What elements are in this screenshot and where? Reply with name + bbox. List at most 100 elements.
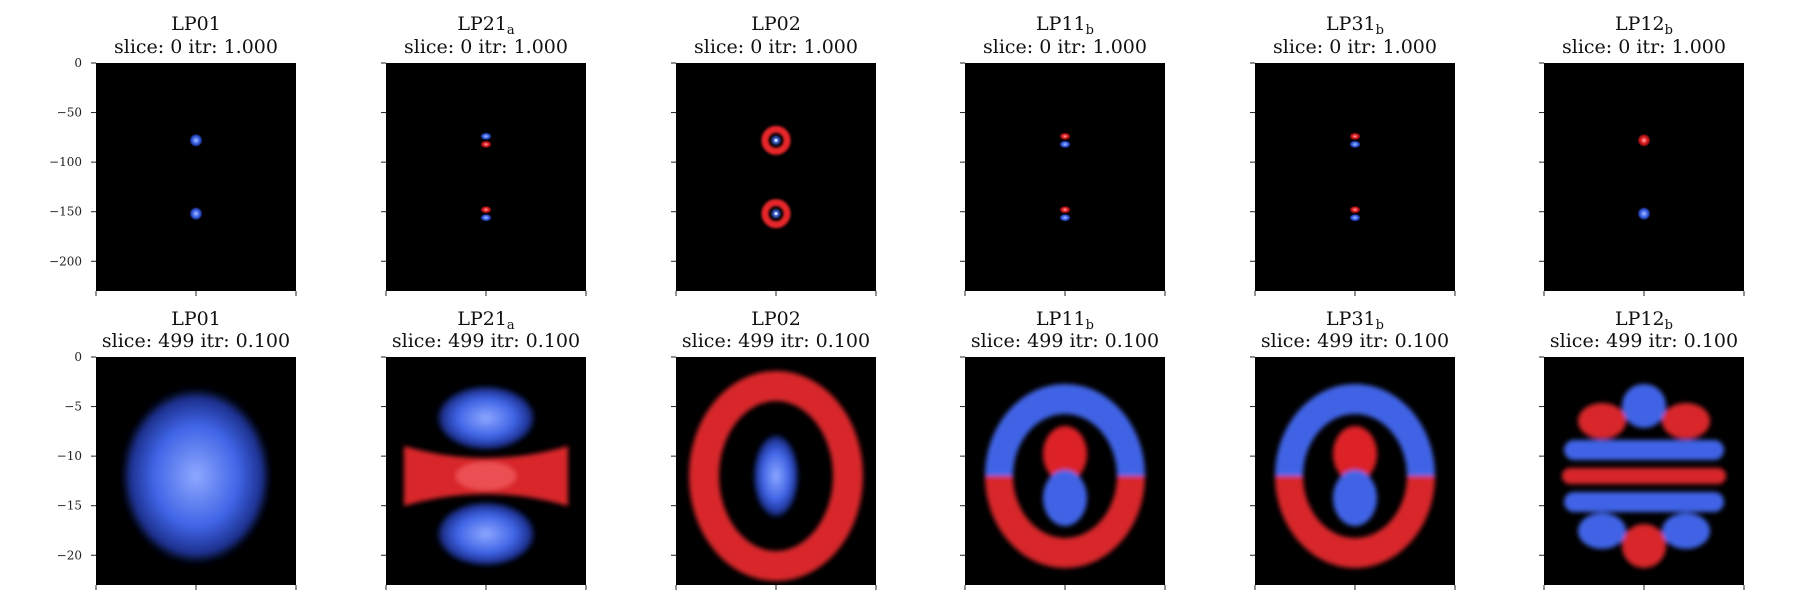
mode-lobe-bottom (1349, 140, 1361, 149)
heatmap-background (676, 63, 876, 291)
mode-lobe-top (480, 205, 492, 214)
panel-title-main: LP31 (1326, 13, 1376, 35)
panel-title-main: LP12 (1615, 308, 1665, 330)
y-tick-label: −100 (49, 155, 82, 169)
y-tick-label: −15 (57, 499, 82, 513)
heatmap-field (1275, 383, 1435, 568)
panel-title-main: LP02 (751, 308, 801, 330)
panel-subtitle: slice: 499 itr: 0.100 (1261, 330, 1449, 352)
panel-title: LP01 (171, 13, 221, 35)
panel-title-subscript: b (1086, 318, 1094, 333)
heatmap-field (761, 125, 791, 229)
heatmap-field (985, 383, 1145, 568)
mode-arc-top (985, 383, 1145, 476)
mode-field (118, 383, 274, 568)
heatmap-background (965, 63, 1165, 291)
panel-title: LP01 (171, 308, 221, 330)
mode-field (1275, 383, 1435, 568)
y-tick-label: −5 (64, 400, 82, 414)
mode-upper-half (985, 383, 1145, 482)
heatmap-field (1637, 133, 1651, 221)
panel-title: LP31b (1326, 308, 1384, 333)
mode-spot (1637, 133, 1651, 148)
heatmap-field (189, 133, 203, 221)
mode-lobe-bottom (1349, 213, 1361, 222)
y-tick-label: 0 (74, 56, 82, 70)
mode-lobe-top (1059, 205, 1071, 214)
y-tick-label: −10 (57, 449, 82, 463)
mode-lobe (1622, 383, 1666, 428)
mode-lobe (1662, 402, 1710, 439)
mode-upper-half (1275, 383, 1435, 482)
mode-field (404, 383, 568, 568)
y-tick-label: 0 (74, 350, 82, 364)
panel-title: LP12b (1615, 308, 1673, 333)
panel-title-main: LP01 (171, 13, 221, 35)
mode-lobe-top (480, 132, 492, 141)
mode-ring (761, 125, 791, 155)
panel-title-main: LP11 (1036, 308, 1086, 330)
panel-subtitle: slice: 499 itr: 0.100 (102, 330, 290, 352)
mode-lobe-center-highlight (456, 461, 516, 490)
mode-lobe-inner-bottom (1043, 469, 1087, 526)
mode-field (985, 383, 1145, 568)
y-tick-label: −200 (49, 254, 82, 268)
heatmap-background (1544, 63, 1744, 291)
panel-subtitle: slice: 0 itr: 1.000 (1273, 36, 1437, 58)
mode-lobe-top (1349, 205, 1361, 214)
panel-title-subscript: b (1376, 318, 1384, 333)
panel-subtitle: slice: 499 itr: 0.100 (682, 330, 870, 352)
panel-subtitle: slice: 0 itr: 1.000 (1562, 36, 1726, 58)
mode-spot (189, 133, 203, 148)
panel-title-main: LP21 (457, 308, 507, 330)
panel-subtitle: slice: 499 itr: 0.100 (1550, 330, 1738, 352)
mode-core (752, 431, 800, 520)
mode-ring (761, 199, 791, 229)
mode-band (1564, 491, 1724, 512)
panel-title-main: LP02 (751, 13, 801, 35)
mode-core-highlight (774, 212, 778, 216)
panel-title: LP02 (751, 13, 801, 35)
mode-ring (689, 370, 863, 581)
panel-subtitle: slice: 0 itr: 1.000 (983, 36, 1147, 58)
mode-arc-bottom (985, 475, 1145, 568)
panel-title-main: LP12 (1615, 13, 1665, 35)
mode-lobe-bottom (480, 140, 492, 149)
mode-field (1562, 383, 1726, 568)
panel-subtitle: slice: 0 itr: 1.000 (114, 36, 278, 58)
heatmap-field (118, 383, 274, 568)
mode-lobe-inner-top (1043, 425, 1087, 482)
panel-title: LP21a (457, 308, 515, 333)
y-tick-label: −50 (57, 106, 82, 120)
panel-title-main: LP01 (171, 308, 221, 330)
heatmap-background (96, 63, 296, 291)
heatmap-field (480, 132, 492, 222)
mode-lobe-top (1349, 132, 1361, 141)
mode-arc-top (1275, 383, 1435, 476)
panel-subtitle: slice: 499 itr: 0.100 (392, 330, 580, 352)
panel-title: LP21a (457, 13, 515, 38)
y-tick-label: −150 (49, 205, 82, 219)
mode-lobe (1662, 512, 1710, 549)
mode-lobe (1622, 523, 1666, 568)
panel-title: LP11b (1036, 308, 1094, 333)
mode-lobe (1578, 512, 1626, 549)
panel-title: LP11b (1036, 13, 1094, 38)
panel-title-subscript: a (507, 23, 515, 38)
heatmap-background (386, 63, 586, 291)
panel-title-subscript: b (1376, 23, 1384, 38)
mode-lower-half (985, 469, 1145, 568)
panel-title-main: LP31 (1326, 308, 1376, 330)
mode-lobe-inner-bottom (1333, 469, 1377, 526)
mode-band (1564, 439, 1724, 460)
y-tick-label: −20 (57, 548, 82, 562)
heatmap-background (1255, 63, 1455, 291)
